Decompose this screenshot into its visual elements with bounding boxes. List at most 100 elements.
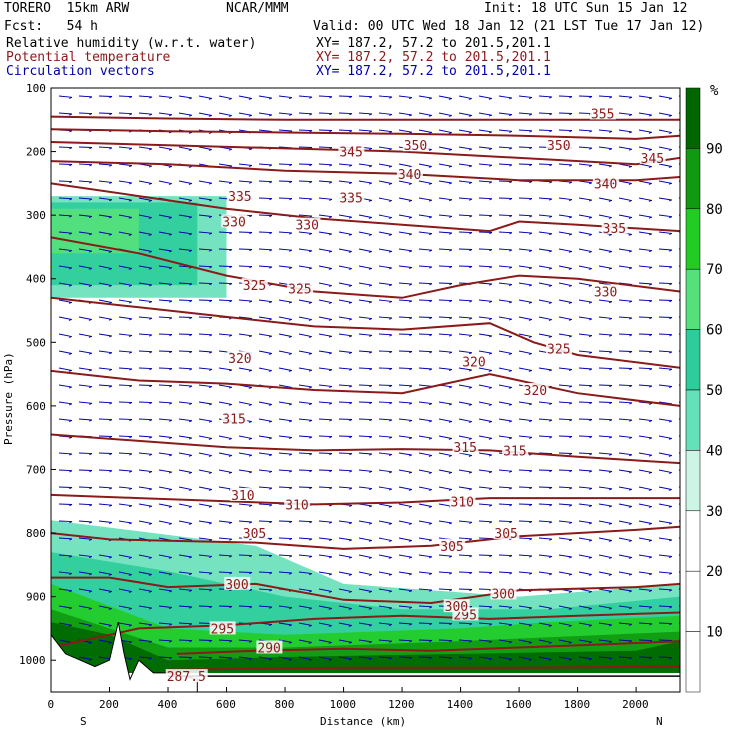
- circulation-vector-head: [268, 335, 272, 338]
- circulation-vector: [458, 265, 473, 267]
- circulation-vector: [378, 350, 393, 353]
- circulation-vector-head: [108, 573, 112, 576]
- axis-layer: 0 200 400 600 800 1000 1200 1400 1600 1800 2000100…: [19, 82, 649, 711]
- circulation-vector: [538, 554, 552, 557]
- circulation-vector-head: [629, 419, 633, 422]
- circulation-vector: [118, 605, 132, 609]
- circulation-vector: [198, 418, 212, 422]
- circulation-vector: [78, 180, 93, 183]
- circulation-vector: [118, 197, 132, 201]
- circulation-vector: [318, 367, 332, 371]
- theta-label: 300: [491, 587, 514, 602]
- circulation-vector: [138, 265, 152, 269]
- circulation-vector-head: [228, 438, 232, 440]
- circulation-vector-head: [128, 608, 132, 610]
- circulation-vector-head: [409, 385, 413, 388]
- circulation-vector: [398, 384, 413, 387]
- circulation-vector-head: [329, 385, 333, 388]
- circulation-vector-head: [329, 181, 333, 184]
- circulation-vector-head: [88, 556, 93, 559]
- circulation-vector: [58, 180, 73, 183]
- circulation-vector: [298, 656, 312, 661]
- circulation-vector: [458, 537, 473, 540]
- circulation-vector-head: [269, 538, 273, 541]
- circulation-vector: [378, 605, 392, 609]
- circulation-vector-head: [368, 251, 372, 253]
- circulation-vector: [78, 248, 92, 252]
- circulation-vector: [178, 452, 192, 456]
- circulation-vector-head: [449, 351, 453, 354]
- circulation-vector-head: [329, 504, 333, 507]
- colorbar-segment: [685, 510, 701, 572]
- circulation-vector: [558, 129, 573, 132]
- circulation-vector-head: [388, 488, 392, 491]
- circulation-vector-head: [549, 504, 553, 507]
- circulation-vector: [358, 231, 372, 236]
- circulation-vector-head: [168, 250, 172, 253]
- circulation-vector: [458, 299, 473, 302]
- circulation-vector-head: [668, 97, 672, 100]
- circulation-vector: [318, 469, 333, 471]
- circulation-vector-head: [609, 334, 613, 337]
- theta-label-bg: [284, 497, 311, 511]
- circulation-vector: [598, 401, 613, 403]
- circulation-vector-head: [469, 657, 473, 660]
- circulation-vector-head: [169, 419, 173, 422]
- circulation-vector: [418, 112, 432, 116]
- circulation-vector: [118, 401, 133, 403]
- circulation-vector-head: [109, 164, 113, 167]
- circulation-vector-head: [128, 216, 132, 219]
- circulation-vector-head: [548, 302, 552, 304]
- circulation-vector: [298, 520, 313, 523]
- circulation-vector: [578, 384, 593, 387]
- circulation-vector: [318, 350, 332, 354]
- circulation-vector-head: [308, 267, 312, 270]
- circulation-vector-head: [588, 268, 592, 270]
- circulation-vector-head: [588, 335, 593, 338]
- circulation-vector-head: [368, 148, 373, 151]
- circulation-vector: [518, 537, 533, 540]
- circulation-vector: [358, 282, 372, 286]
- circulation-vector-head: [569, 181, 573, 184]
- circulation-vector: [178, 656, 193, 658]
- circulation-vector: [498, 231, 513, 234]
- circulation-vector-head: [308, 659, 312, 661]
- circulation-vector: [158, 367, 173, 370]
- circulation-vector: [78, 537, 92, 540]
- circulation-vector-head: [328, 658, 332, 661]
- circulation-vector: [658, 197, 672, 201]
- circulation-vector-head: [408, 216, 412, 219]
- circulation-vector: [578, 112, 593, 115]
- circulation-vector-head: [549, 113, 553, 116]
- circulation-vector: [458, 571, 473, 574]
- circulation-vector-head: [229, 283, 233, 286]
- circulation-vector: [298, 435, 313, 438]
- circulation-vector-head: [309, 181, 313, 184]
- circulation-vector: [278, 367, 292, 371]
- circulation-vector-head: [189, 589, 193, 592]
- circulation-vector-head: [89, 198, 93, 201]
- circulation-vector: [498, 384, 512, 388]
- circulation-vector: [78, 265, 92, 269]
- circulation-vector: [398, 537, 412, 541]
- circulation-vector-head: [389, 96, 393, 99]
- circulation-vector: [78, 503, 93, 506]
- circulation-vector: [198, 605, 213, 608]
- circulation-vector: [638, 112, 652, 116]
- circulation-vector: [338, 163, 352, 166]
- circulation-vector-head: [528, 267, 533, 270]
- circulation-vector: [138, 503, 152, 507]
- circulation-vector: [358, 350, 373, 353]
- circulation-vector: [478, 112, 492, 116]
- circulation-vector-head: [589, 351, 593, 354]
- circulation-vector-head: [249, 589, 253, 592]
- circulation-vector-head: [648, 573, 653, 576]
- circulation-vector: [138, 231, 152, 235]
- circulation-vector-head: [569, 487, 573, 490]
- circulation-vector: [658, 265, 673, 268]
- circulation-vector: [118, 163, 132, 167]
- circulation-vector-head: [288, 641, 292, 644]
- circulation-vector-head: [588, 505, 593, 508]
- circulation-vector-head: [608, 301, 613, 304]
- circulation-vector-head: [188, 573, 193, 576]
